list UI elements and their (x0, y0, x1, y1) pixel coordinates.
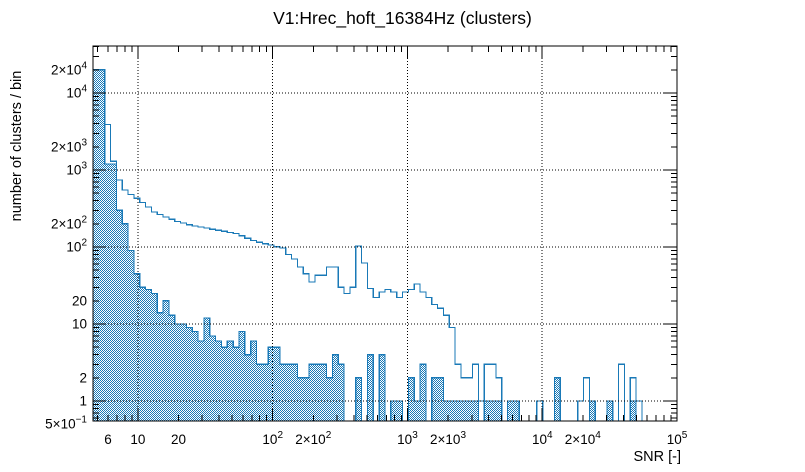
x-tick-label: 6 (104, 432, 112, 447)
x-tick-label: 2×103 (430, 430, 466, 447)
y-tick-label: 1 (79, 394, 87, 409)
y-tick-label: 104 (66, 84, 87, 101)
y-tick-label: 2 (79, 370, 87, 385)
x-tick-label: 102 (262, 430, 283, 447)
x-tick-label: 10 (130, 432, 145, 447)
y-tick-label: 2×102 (51, 214, 87, 231)
x-tick-label: 2×104 (565, 430, 601, 447)
plot-frame (92, 45, 678, 422)
y-tick-label: 102 (66, 238, 87, 255)
x-tick-label: 20 (171, 432, 186, 447)
chart-title: V1:Hrec_hoft_16384Hz (clusters) (273, 8, 532, 28)
y-axis-title: number of clusters / bin (9, 70, 25, 222)
x-tick-label: 105 (667, 430, 688, 447)
y-tick-label: 20 (72, 293, 87, 308)
filled-histogram (92, 69, 677, 422)
y-tick-label: 10 (72, 317, 87, 332)
y-tick-label: 103 (66, 161, 87, 178)
x-tick-label: 2×102 (295, 430, 331, 447)
x-tick-label: 104 (532, 430, 553, 447)
x-tick-label: 103 (397, 430, 418, 447)
y-tick-label: 2×104 (51, 60, 87, 77)
y-tick-label: 5×10−1 (45, 415, 87, 432)
y-tick-label: 2×103 (51, 137, 87, 154)
x-axis-title: SNR [-] (633, 449, 681, 465)
